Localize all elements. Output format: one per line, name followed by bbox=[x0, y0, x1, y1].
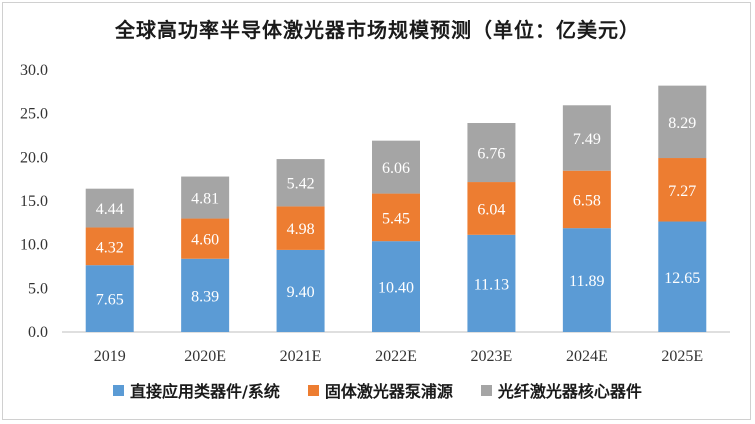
bar-segment bbox=[85, 227, 134, 266]
bar-segment bbox=[658, 158, 707, 222]
y-tick-label: 0.0 bbox=[28, 324, 48, 341]
data-label: 4.98 bbox=[287, 221, 315, 238]
legend-item-solid-laser-pump: 固体激光器泵浦源 bbox=[307, 378, 453, 402]
data-label: 5.42 bbox=[287, 176, 315, 193]
bar-segment bbox=[372, 140, 420, 194]
bar-segment bbox=[658, 85, 707, 159]
bar-segment bbox=[372, 241, 420, 332]
bar-segment bbox=[276, 206, 325, 250]
x-tick-label: 2024E bbox=[566, 348, 608, 365]
data-label: 5.45 bbox=[382, 210, 410, 227]
legend-item-fiber-laser-core: 光纤激光器核心器件 bbox=[480, 378, 642, 402]
y-tick-label: 25.0 bbox=[20, 106, 48, 123]
data-label: 6.58 bbox=[573, 192, 601, 209]
data-label: 6.76 bbox=[477, 146, 505, 163]
bar-segment bbox=[562, 170, 611, 229]
data-label: 7.49 bbox=[573, 131, 601, 148]
data-label: 4.32 bbox=[96, 239, 124, 256]
y-tick-label: 15.0 bbox=[20, 193, 48, 210]
legend-label: 光纤激光器核心器件 bbox=[497, 382, 642, 401]
data-label: 7.27 bbox=[668, 183, 696, 200]
data-label: 7.65 bbox=[96, 292, 124, 309]
bar-segment bbox=[85, 265, 134, 332]
data-label: 11.13 bbox=[474, 276, 509, 293]
x-tick-label: 2022E bbox=[375, 348, 417, 365]
x-tick-label: 2025E bbox=[661, 348, 703, 365]
legend-swatch-blue bbox=[113, 384, 125, 396]
bar-segment bbox=[467, 123, 516, 183]
data-label: 6.06 bbox=[382, 160, 410, 177]
chart-legend: 直接应用类器件/系统 固体激光器泵浦源 光纤激光器核心器件 bbox=[0, 378, 755, 402]
legend-swatch-gray bbox=[480, 384, 492, 396]
y-tick-label: 10.0 bbox=[20, 237, 48, 254]
data-label: 4.44 bbox=[96, 201, 124, 218]
legend-item-direct-application: 直接应用类器件/系统 bbox=[113, 378, 280, 402]
x-tick-label: 2019 bbox=[94, 348, 126, 365]
legend-label: 直接应用类器件/系统 bbox=[130, 382, 280, 401]
bar-segment bbox=[276, 159, 325, 207]
data-label: 6.04 bbox=[477, 201, 505, 218]
data-label: 4.81 bbox=[191, 191, 219, 208]
legend-label: 固体激光器泵浦源 bbox=[324, 382, 453, 401]
chart-title: 全球高功率半导体激光器市场规模预测（单位：亿美元） bbox=[115, 18, 640, 42]
x-tick-label: 2023E bbox=[471, 348, 513, 365]
bar-segment bbox=[85, 188, 134, 228]
x-tick-label: 2021E bbox=[280, 348, 322, 365]
data-label: 8.29 bbox=[668, 115, 696, 132]
y-tick-label: 30.0 bbox=[20, 62, 48, 79]
bar-segment bbox=[562, 105, 611, 171]
x-tick-label: 2020E bbox=[184, 348, 226, 365]
bar-segment bbox=[276, 249, 325, 332]
data-label: 4.60 bbox=[191, 232, 219, 249]
bar-segment bbox=[181, 176, 230, 219]
legend-swatch-orange bbox=[307, 384, 319, 396]
data-label: 11.89 bbox=[569, 273, 604, 290]
y-tick-label: 5.0 bbox=[28, 280, 48, 297]
bar-segment bbox=[562, 228, 611, 332]
bar-segment bbox=[467, 234, 516, 332]
bar-segment bbox=[467, 182, 516, 235]
data-label: 8.39 bbox=[191, 288, 219, 305]
bar-segment bbox=[372, 193, 420, 242]
bar-segment bbox=[181, 258, 230, 332]
bar-segment bbox=[181, 218, 230, 259]
bar-segment bbox=[658, 221, 707, 332]
y-tick-label: 20.0 bbox=[20, 149, 48, 166]
data-label: 12.65 bbox=[664, 270, 700, 287]
data-label: 9.40 bbox=[287, 284, 315, 301]
data-label: 10.40 bbox=[378, 280, 414, 297]
